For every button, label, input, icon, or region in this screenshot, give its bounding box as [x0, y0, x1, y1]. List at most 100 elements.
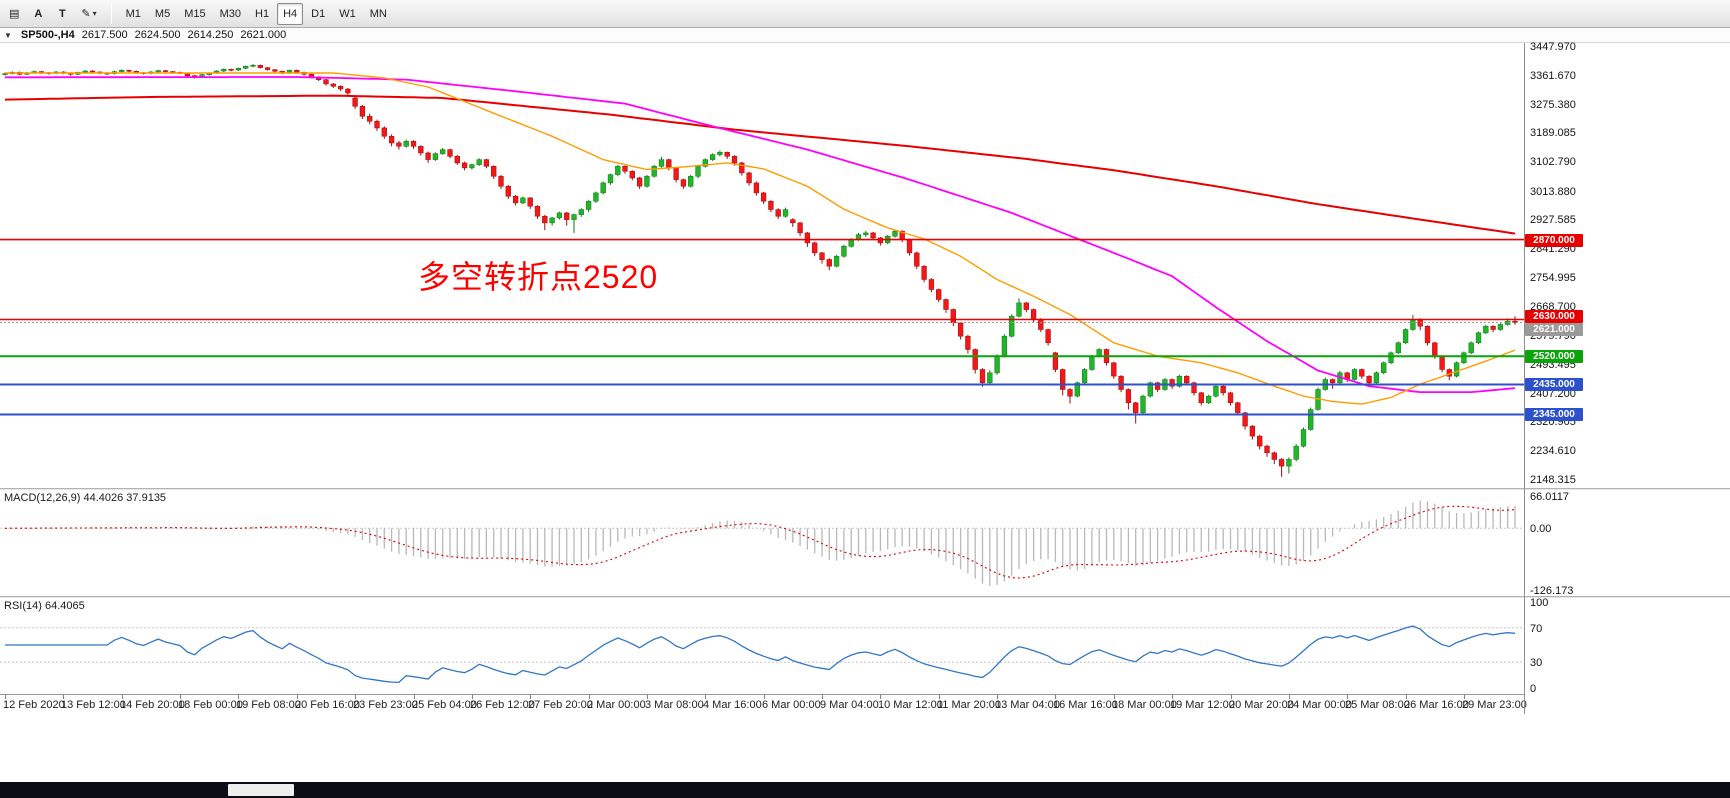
- time-axis-label: 11 Mar 20:00: [937, 699, 1002, 711]
- price-tag-2520.000: 2520.000: [1525, 350, 1583, 363]
- ohlc-close: 2621.000: [240, 29, 287, 41]
- ma-mid-line: [5, 76, 1516, 393]
- price-axis-label: 2493.495: [1530, 359, 1576, 371]
- macd-histogram: [11, 500, 1516, 586]
- chevron-down-icon: ▾: [92, 9, 97, 18]
- timeframe-m5[interactable]: M5: [154, 7, 171, 20]
- chart-header: ▼ SP500-,H4 2617.500 2624.500 2614.250 2…: [0, 28, 1730, 43]
- time-axis-tick: [880, 695, 881, 699]
- chart-symbol-period: SP500-,H4: [20, 29, 75, 41]
- timeframe-m1[interactable]: M1: [125, 7, 141, 20]
- taskbar[interactable]: [0, 782, 1730, 798]
- time-axis-tick: [122, 695, 123, 699]
- time-axis-label: 4 Mar 16:00: [703, 699, 762, 711]
- time-axis-tick: [238, 695, 239, 699]
- price-axis-label: 3102.790: [1530, 156, 1576, 168]
- time-axis-label: 23 Feb 23:00: [353, 699, 418, 711]
- price-tag-2435.000: 2435.000: [1525, 378, 1583, 391]
- ohlc-high: 2624.500: [134, 29, 181, 41]
- time-axis-label: 16 Mar 16:00: [1053, 699, 1118, 711]
- price-axis-label: 3361.670: [1530, 70, 1576, 82]
- rsi-axis-label: 100: [1530, 597, 1549, 609]
- collapse-chart-icon[interactable]: ▼: [4, 30, 12, 40]
- main-chart-pane[interactable]: [0, 43, 1524, 488]
- time-axis-tick: [63, 695, 64, 699]
- price-axis-label: 2148.315: [1530, 474, 1576, 486]
- time-axis-tick: [5, 695, 6, 699]
- time-axis-tick: [1055, 695, 1056, 699]
- pane-separator[interactable]: [0, 488, 1730, 490]
- time-axis-tick: [530, 695, 531, 699]
- time-axis-label: 9 Mar 04:00: [820, 699, 879, 711]
- price-axis-label: 2407.200: [1530, 388, 1576, 400]
- timeframe-h1[interactable]: H1: [255, 7, 270, 20]
- ma-slow-line: [4, 94, 1516, 235]
- price-tag-2621.000: 2621.000: [1525, 323, 1583, 336]
- time-axis-label: 19 Feb 08:00: [236, 699, 301, 711]
- time-axis-tick: [355, 695, 356, 699]
- time-axis-tick: [1114, 695, 1115, 699]
- ma-fast-line: [5, 72, 1516, 405]
- macd-signal-line: [4, 505, 1516, 579]
- time-axis-label: 6 Mar 00:00: [762, 699, 821, 711]
- time-axis-label: 2 Mar 00:00: [587, 699, 646, 711]
- time-axis-label: 3 Mar 08:00: [645, 699, 704, 711]
- toolbar: ▤ A T ✎ ▾ M1 M5 M15 M30 H1 H4 D1 W1 MN: [0, 0, 1730, 28]
- time-axis-label: 25 Mar 08:00: [1345, 699, 1410, 711]
- main-chart[interactable]: [0, 43, 1524, 488]
- chart-menu-button[interactable]: ▤: [9, 8, 20, 20]
- ohlc-open: 2617.500: [81, 29, 128, 41]
- time-axis-label: 27 Feb 20:00: [528, 699, 593, 711]
- pane-separator[interactable]: [0, 596, 1730, 598]
- rsi-pane[interactable]: [0, 598, 1524, 694]
- time-axis-tick: [414, 695, 415, 699]
- macd-pane[interactable]: [0, 490, 1524, 596]
- time-axis-tick: [1231, 695, 1232, 699]
- chart-annotation[interactable]: 多空转折点2520: [418, 259, 659, 295]
- time-axis-label: 12 Feb 2020: [3, 699, 65, 711]
- macd-axis-label: 0.00: [1530, 523, 1552, 535]
- timeframe-h4[interactable]: H4: [277, 2, 304, 25]
- price-tag-2345.000: 2345.000: [1525, 408, 1583, 421]
- draw-tools-button[interactable]: ✎ ▾: [81, 8, 97, 20]
- price-axis-label: 2841.290: [1530, 243, 1576, 255]
- price-axis-label: 2579.790: [1530, 330, 1576, 342]
- timeframe-mn[interactable]: MN: [369, 7, 387, 20]
- time-axis-tick: [589, 695, 590, 699]
- rsi-axis-label: 0: [1530, 683, 1537, 695]
- time-axis-label: 20 Mar 20:00: [1229, 699, 1294, 711]
- macd-axis-label: 66.0117: [1530, 491, 1569, 503]
- time-axis-tick: [647, 695, 648, 699]
- timeframe-d1[interactable]: D1: [311, 7, 326, 20]
- price-tag-2630.000: 2630.000: [1525, 310, 1583, 323]
- timeframe-w1[interactable]: W1: [339, 7, 356, 20]
- time-axis-label: 10 Mar 12:00: [878, 699, 943, 711]
- price-axis-label: 2320.905: [1530, 416, 1576, 428]
- time-axis-label: 20 Feb 16:00: [295, 699, 360, 711]
- rsi-panel[interactable]: [0, 598, 1524, 694]
- cursor-a-button[interactable]: A: [34, 7, 43, 20]
- price-axis-separator: [1524, 43, 1525, 714]
- price-axis-label: 3189.085: [1530, 127, 1576, 139]
- price-axis-label: 3275.380: [1530, 99, 1576, 111]
- time-axis-tick: [939, 695, 940, 699]
- text-tool-button[interactable]: T: [59, 7, 66, 20]
- time-axis-tick: [472, 695, 473, 699]
- rsi-axis-label: 70: [1530, 623, 1543, 635]
- time-axis-label: 26 Mar 16:00: [1404, 699, 1469, 711]
- macd-panel[interactable]: [0, 490, 1524, 596]
- candlestick-series: [2, 64, 1518, 477]
- timeframe-m30[interactable]: M30: [219, 7, 242, 20]
- time-axis-tick: [1464, 695, 1465, 699]
- taskbar-item[interactable]: [228, 784, 294, 796]
- time-axis-tick: [764, 695, 765, 699]
- time-axis[interactable]: 12 Feb 2020 13 Feb 12:00 14 Feb 20:00 18 Fe…: [0, 694, 1527, 714]
- timeframe-m15[interactable]: M15: [184, 7, 206, 20]
- time-axis-tick: [997, 695, 998, 699]
- time-axis-tick: [1289, 695, 1290, 699]
- time-axis-label: 13 Mar 04:00: [995, 699, 1060, 711]
- time-axis-label: 14 Feb 20:00: [120, 699, 185, 711]
- time-axis-label: 18 Mar 00:00: [1112, 699, 1177, 711]
- time-axis-tick: [705, 695, 706, 699]
- ohlc-low: 2614.250: [187, 29, 234, 41]
